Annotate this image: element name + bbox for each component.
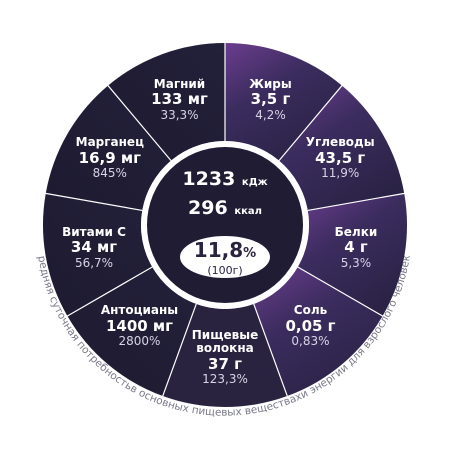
divider-lines — [44, 42, 406, 398]
segment-value: 43,5 г — [315, 148, 366, 167]
segment-label-fats: Жиры 3,5 г 4,2% — [220, 76, 320, 123]
share-value: 11,8 — [193, 238, 244, 262]
segment-name: волокна — [196, 341, 254, 356]
divider-line — [161, 303, 197, 398]
segment-name: Магний — [153, 76, 206, 91]
divider-line — [278, 84, 344, 162]
segment-percent: 0,83% — [291, 334, 330, 349]
divider-line — [66, 266, 153, 318]
segments-group — [42, 43, 407, 407]
segment-name: Белки — [334, 224, 378, 239]
daily-share-badge: 11,8% (100г) — [180, 236, 270, 278]
segment-percent: 56,7% — [74, 255, 114, 270]
segment-name: Соль — [293, 303, 328, 318]
kcal-value: 296 — [188, 197, 228, 219]
segment-salt — [253, 267, 383, 397]
segment-name: Углеводы — [305, 135, 375, 149]
segment-manganese — [45, 85, 172, 211]
segment-value: 3,5 г — [250, 90, 291, 109]
divider-line — [106, 84, 172, 162]
segment-label-manganese: Марганец 16,9 мг 845% — [60, 135, 160, 181]
segment-name: Антоцианы — [100, 303, 179, 318]
segment-value: 0,05 г — [285, 317, 336, 336]
energy-kj: 1233 кДж — [150, 168, 300, 190]
divider-line — [44, 192, 143, 212]
segment-value: 4 г — [344, 238, 368, 257]
segment-percent: 5,3% — [340, 255, 372, 270]
share-unit: % — [243, 246, 257, 261]
segment-label-proteins: Белки 4 г 5,3% — [306, 224, 406, 271]
segment-value: 34 мг — [70, 238, 118, 257]
kj-unit: кДж — [241, 177, 268, 188]
segment-label-anthocyan: Антоцианы 1400 мг 2800% — [90, 304, 190, 349]
segment-carbs — [278, 85, 405, 211]
segment-fiber — [162, 303, 288, 407]
kcal-unit: ккал — [234, 206, 262, 217]
segment-label-carbs: Углеводы 43,5 г 11,9% — [290, 135, 390, 181]
segment-label-vitamin-c: Витами С 34 мг 56,7% — [44, 224, 144, 271]
segment-value: 133 мг — [151, 90, 208, 109]
segment-value: 16,9 мг — [78, 148, 141, 167]
segment-percent: 11,9% — [321, 166, 360, 181]
segment-percent: 2800% — [118, 334, 161, 349]
segment-fats — [225, 43, 342, 161]
segment-value: 1400 мг — [105, 317, 174, 336]
segment-magnesium — [108, 43, 225, 161]
segment-label-salt: Соль 0,05 г 0,83% — [260, 304, 360, 349]
segment-proteins — [297, 193, 407, 316]
divider-line — [297, 266, 384, 318]
segment-name: Жиры — [249, 76, 292, 91]
divider-line — [253, 303, 289, 398]
segment-percent: 33,3% — [160, 107, 199, 122]
segment-percent: 123,3% — [202, 372, 248, 387]
segment-anthocyan — [67, 267, 197, 397]
segment-label-fiber: Пищевые волокна 37 г 123,3% — [175, 327, 275, 388]
segment-vitamin-c — [42, 193, 153, 316]
segment-name: Витами С — [62, 224, 126, 239]
segment-name: Марганец — [75, 135, 144, 149]
segment-percent: 845% — [92, 166, 127, 181]
share-basis: (100г) — [207, 264, 243, 277]
share-value-line: 11,8% — [180, 239, 270, 265]
segment-label-magnesium: Магний 133 мг 33,3% — [130, 76, 230, 123]
segment-value: 37 г — [208, 355, 242, 374]
divider-line — [307, 192, 406, 212]
kj-value: 1233 — [182, 168, 236, 190]
energy-kcal: 296 ккал — [150, 197, 300, 219]
segment-name: Пищевые — [191, 327, 259, 342]
segment-percent: 4,2% — [255, 107, 286, 122]
